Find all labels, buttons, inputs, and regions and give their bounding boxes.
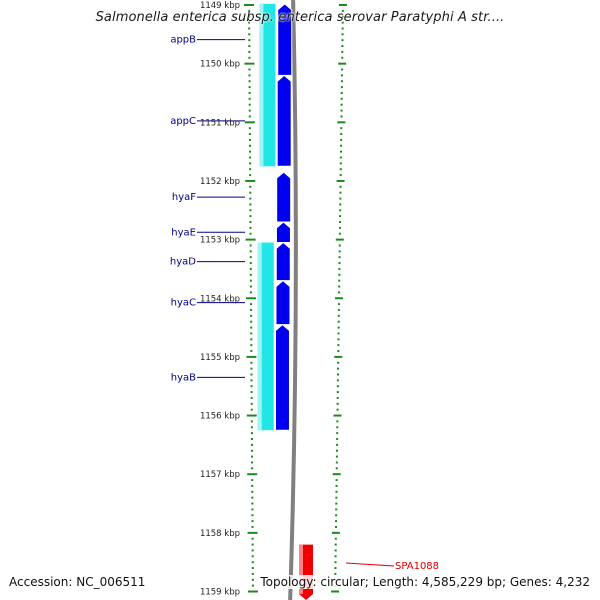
gene-arrow — [274, 323, 290, 431]
ruler-label: 1149 kbp — [200, 1, 240, 11]
gene-label: hyaD — [170, 257, 196, 268]
gene-label: hyaF — [172, 192, 196, 203]
gene-leader-line — [345, 562, 395, 567]
ruler-label: 1155 kbp — [200, 353, 240, 363]
ruler-label: 1158 kbp — [200, 529, 240, 539]
gene-label: appC — [170, 116, 196, 127]
gene-arrow — [275, 279, 291, 326]
gene-label: hyaC — [171, 298, 196, 309]
gene-label: SPA1088 — [395, 561, 439, 572]
left-ruler-ticks — [244, 4, 258, 593]
gene-label: appB — [170, 35, 196, 46]
ruler-label: 1152 kbp — [200, 177, 240, 187]
ruler-label: 1159 kbp — [200, 588, 240, 598]
ruler-labels: 1149 kbp 1150 kbp 1151 kbp 1152 kbp 1153 kbp… — [200, 1, 240, 598]
gene-labels: appB appC hyaF hyaE hyaD hyaC hyaB SPA1088 — [170, 35, 439, 572]
right-ruler-ticks — [331, 4, 347, 593]
page-title: Salmonella enterica subsp. enterica sero… — [95, 10, 505, 25]
highlight-bar-shine — [257, 242, 262, 431]
gene-arrow-shine — [299, 544, 303, 594]
gene-label: hyaB — [171, 372, 196, 383]
gene-arrow — [275, 221, 291, 244]
highlight-bar-shine — [259, 3, 264, 167]
genome-backbone — [288, 0, 298, 600]
ruler-label: 1150 kbp — [200, 60, 240, 70]
topology-text: Topology: circular; Length: 4,585,229 bp… — [260, 575, 590, 589]
gene-arrow — [275, 241, 291, 282]
ruler-label: 1153 kbp — [200, 236, 240, 246]
gene-features — [274, 3, 313, 600]
accession-text: Accession: NC_006511 — [9, 575, 146, 589]
ruler-label: 1157 kbp — [200, 470, 240, 480]
ruler-label: 1151 kbp — [200, 118, 240, 128]
gene-arrow — [276, 74, 292, 167]
ruler-label: 1156 kbp — [200, 412, 240, 422]
gene-label: hyaE — [171, 227, 196, 238]
ruler-label: 1154 kbp — [200, 294, 240, 304]
gene-arrow — [276, 171, 292, 223]
gene-arrow — [277, 3, 293, 76]
highlight-bars — [257, 3, 276, 431]
